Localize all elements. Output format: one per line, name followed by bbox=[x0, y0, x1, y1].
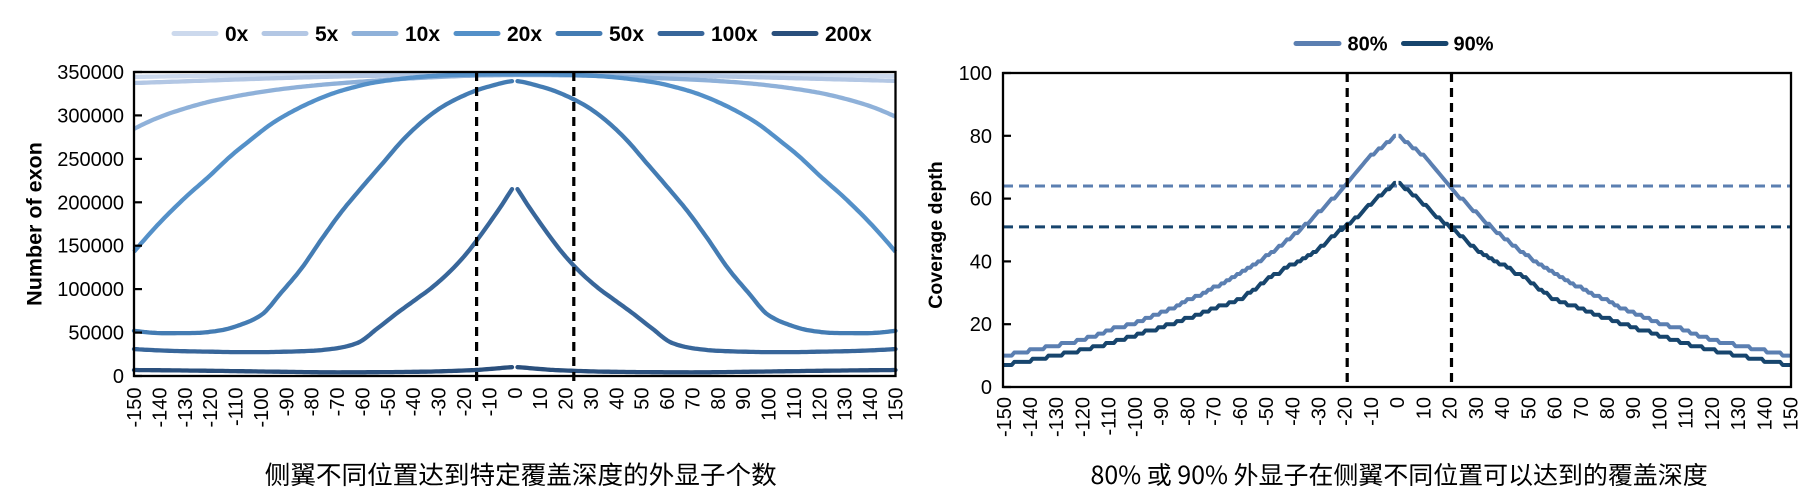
svg-text:-90: -90 bbox=[276, 388, 298, 417]
svg-text:90%: 90% bbox=[1454, 34, 1494, 56]
svg-text:Number of exon: Number of exon bbox=[23, 142, 47, 306]
svg-text:80: 80 bbox=[1597, 397, 1619, 419]
svg-text:150: 150 bbox=[1781, 397, 1803, 430]
svg-text:-150: -150 bbox=[124, 388, 146, 428]
svg-text:0: 0 bbox=[505, 388, 527, 399]
svg-text:-30: -30 bbox=[1309, 397, 1331, 426]
svg-text:50: 50 bbox=[632, 388, 654, 410]
svg-text:130: 130 bbox=[835, 388, 857, 421]
svg-text:80: 80 bbox=[970, 126, 992, 148]
svg-text:300000: 300000 bbox=[57, 105, 124, 127]
svg-text:0: 0 bbox=[981, 377, 992, 399]
svg-text:-140: -140 bbox=[1020, 397, 1042, 437]
svg-text:130: 130 bbox=[1728, 397, 1750, 430]
svg-text:150: 150 bbox=[886, 388, 908, 421]
svg-text:40: 40 bbox=[1492, 397, 1514, 419]
svg-text:-10: -10 bbox=[1361, 397, 1383, 426]
svg-text:20: 20 bbox=[556, 388, 578, 410]
svg-text:-120: -120 bbox=[1073, 397, 1095, 437]
svg-text:110: 110 bbox=[784, 388, 806, 420]
svg-text:110: 110 bbox=[1676, 397, 1698, 429]
svg-text:-40: -40 bbox=[1282, 397, 1304, 426]
svg-text:60: 60 bbox=[657, 388, 679, 410]
svg-text:20x: 20x bbox=[507, 23, 542, 46]
svg-text:50x: 50x bbox=[609, 23, 644, 46]
svg-text:40: 40 bbox=[606, 388, 628, 410]
svg-text:-110: -110 bbox=[1099, 397, 1121, 436]
svg-text:80%: 80% bbox=[1348, 34, 1388, 56]
svg-text:-50: -50 bbox=[1256, 397, 1278, 426]
svg-text:-10: -10 bbox=[479, 388, 501, 417]
svg-text:-140: -140 bbox=[149, 388, 171, 428]
svg-text:30: 30 bbox=[1466, 397, 1488, 419]
svg-text:0x: 0x bbox=[225, 23, 249, 46]
svg-text:90: 90 bbox=[733, 388, 755, 410]
svg-text:-110: -110 bbox=[226, 388, 248, 427]
svg-text:10x: 10x bbox=[405, 23, 440, 46]
svg-text:20: 20 bbox=[1440, 397, 1462, 419]
svg-text:Coverage depth: Coverage depth bbox=[925, 161, 947, 308]
svg-text:60: 60 bbox=[1545, 397, 1567, 419]
svg-text:-100: -100 bbox=[251, 388, 273, 428]
svg-text:250000: 250000 bbox=[57, 149, 124, 171]
svg-text:-60: -60 bbox=[1230, 397, 1252, 426]
svg-text:100: 100 bbox=[959, 63, 992, 85]
svg-text:100x: 100x bbox=[711, 23, 758, 46]
svg-text:120: 120 bbox=[1702, 397, 1724, 430]
svg-text:-40: -40 bbox=[403, 388, 425, 417]
svg-text:0: 0 bbox=[113, 366, 124, 388]
svg-text:200x: 200x bbox=[825, 23, 872, 46]
svg-text:-70: -70 bbox=[1204, 397, 1226, 426]
svg-text:50000: 50000 bbox=[68, 323, 124, 345]
svg-text:-100: -100 bbox=[1125, 397, 1147, 437]
svg-text:10: 10 bbox=[530, 388, 552, 410]
svg-text:-120: -120 bbox=[200, 388, 222, 428]
svg-text:150000: 150000 bbox=[57, 236, 124, 258]
svg-text:-20: -20 bbox=[1335, 397, 1357, 426]
svg-text:-70: -70 bbox=[327, 388, 349, 417]
svg-text:350000: 350000 bbox=[57, 62, 124, 84]
svg-text:5x: 5x bbox=[315, 23, 339, 46]
svg-text:-60: -60 bbox=[352, 388, 374, 417]
svg-text:90: 90 bbox=[1623, 397, 1645, 419]
svg-text:140: 140 bbox=[1754, 397, 1776, 430]
svg-text:40: 40 bbox=[970, 251, 992, 273]
svg-text:-50: -50 bbox=[378, 388, 400, 417]
svg-text:70: 70 bbox=[1571, 397, 1593, 419]
svg-text:100: 100 bbox=[1650, 397, 1672, 430]
svg-text:140: 140 bbox=[860, 388, 882, 421]
svg-text:-20: -20 bbox=[454, 388, 476, 417]
svg-text:-150: -150 bbox=[994, 397, 1016, 437]
svg-text:10: 10 bbox=[1413, 397, 1435, 419]
svg-text:-90: -90 bbox=[1151, 397, 1173, 426]
svg-text:-80: -80 bbox=[302, 388, 324, 417]
svg-text:100000: 100000 bbox=[57, 279, 124, 301]
svg-text:30: 30 bbox=[581, 388, 603, 410]
svg-text:80: 80 bbox=[708, 388, 730, 410]
svg-text:70: 70 bbox=[682, 388, 704, 410]
svg-text:20: 20 bbox=[970, 314, 992, 336]
svg-text:-80: -80 bbox=[1177, 397, 1199, 426]
svg-text:200000: 200000 bbox=[57, 192, 124, 214]
svg-text:-130: -130 bbox=[175, 388, 197, 428]
svg-text:100: 100 bbox=[759, 388, 781, 421]
svg-text:0: 0 bbox=[1387, 397, 1409, 408]
svg-text:-130: -130 bbox=[1046, 397, 1068, 437]
svg-text:50: 50 bbox=[1518, 397, 1540, 419]
svg-text:120: 120 bbox=[809, 388, 831, 421]
svg-text:60: 60 bbox=[970, 189, 992, 211]
svg-text:-30: -30 bbox=[429, 388, 451, 417]
